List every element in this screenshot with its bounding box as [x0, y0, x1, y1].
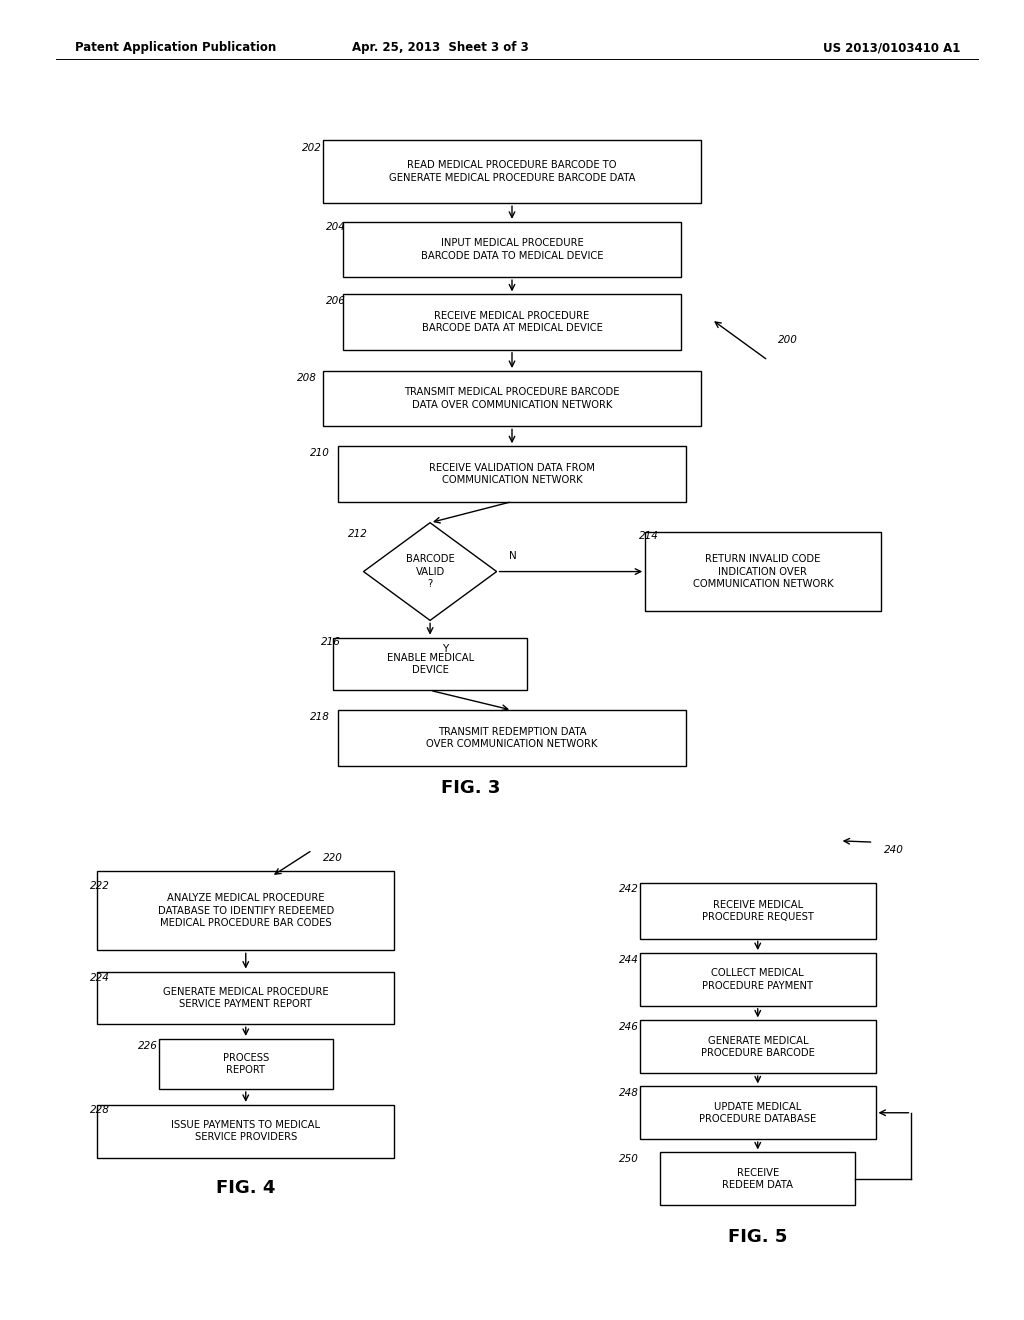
- Text: 216: 216: [321, 636, 340, 647]
- Text: 226: 226: [138, 1040, 158, 1051]
- Text: RECEIVE
REDEEM DATA: RECEIVE REDEEM DATA: [722, 1168, 794, 1189]
- Polygon shape: [364, 523, 497, 620]
- Text: COLLECT MEDICAL
PROCEDURE PAYMENT: COLLECT MEDICAL PROCEDURE PAYMENT: [702, 969, 813, 990]
- FancyBboxPatch shape: [97, 972, 394, 1024]
- Text: 244: 244: [618, 954, 638, 965]
- Text: TRANSMIT MEDICAL PROCEDURE BARCODE
DATA OVER COMMUNICATION NETWORK: TRANSMIT MEDICAL PROCEDURE BARCODE DATA …: [404, 388, 620, 409]
- FancyBboxPatch shape: [333, 638, 527, 690]
- Text: 204: 204: [326, 222, 345, 232]
- Text: 240: 240: [884, 845, 903, 855]
- FancyBboxPatch shape: [640, 1020, 876, 1073]
- FancyBboxPatch shape: [640, 883, 876, 939]
- Text: BARCODE
VALID
?: BARCODE VALID ?: [406, 554, 455, 589]
- Text: 212: 212: [348, 528, 368, 539]
- Text: ANALYZE MEDICAL PROCEDURE
DATABASE TO IDENTIFY REDEEMED
MEDICAL PROCEDURE BAR CO: ANALYZE MEDICAL PROCEDURE DATABASE TO ID…: [158, 894, 334, 928]
- Text: 206: 206: [326, 296, 345, 306]
- FancyBboxPatch shape: [323, 140, 701, 203]
- Text: 200: 200: [778, 334, 798, 345]
- FancyBboxPatch shape: [343, 222, 681, 277]
- Text: RETURN INVALID CODE
INDICATION OVER
COMMUNICATION NETWORK: RETURN INVALID CODE INDICATION OVER COMM…: [692, 554, 834, 589]
- Text: 208: 208: [297, 372, 316, 383]
- FancyBboxPatch shape: [159, 1039, 333, 1089]
- Text: 214: 214: [639, 531, 658, 541]
- Text: GENERATE MEDICAL PROCEDURE
SERVICE PAYMENT REPORT: GENERATE MEDICAL PROCEDURE SERVICE PAYME…: [163, 987, 329, 1008]
- Text: FIG. 4: FIG. 4: [216, 1179, 275, 1197]
- FancyBboxPatch shape: [97, 871, 394, 950]
- Text: N: N: [509, 550, 517, 561]
- Text: RECEIVE VALIDATION DATA FROM
COMMUNICATION NETWORK: RECEIVE VALIDATION DATA FROM COMMUNICATI…: [429, 463, 595, 484]
- Text: UPDATE MEDICAL
PROCEDURE DATABASE: UPDATE MEDICAL PROCEDURE DATABASE: [699, 1102, 816, 1123]
- FancyBboxPatch shape: [338, 710, 686, 766]
- Text: RECEIVE MEDICAL PROCEDURE
BARCODE DATA AT MEDICAL DEVICE: RECEIVE MEDICAL PROCEDURE BARCODE DATA A…: [422, 312, 602, 333]
- Text: ISSUE PAYMENTS TO MEDICAL
SERVICE PROVIDERS: ISSUE PAYMENTS TO MEDICAL SERVICE PROVID…: [171, 1121, 321, 1142]
- Text: Y: Y: [442, 644, 449, 655]
- Text: 246: 246: [618, 1022, 638, 1032]
- Text: 218: 218: [310, 711, 330, 722]
- Text: GENERATE MEDICAL
PROCEDURE BARCODE: GENERATE MEDICAL PROCEDURE BARCODE: [700, 1036, 815, 1057]
- Text: 210: 210: [310, 447, 330, 458]
- Text: 220: 220: [323, 853, 342, 863]
- Text: 222: 222: [90, 880, 110, 891]
- Text: PROCESS
REPORT: PROCESS REPORT: [222, 1053, 269, 1074]
- FancyBboxPatch shape: [323, 371, 701, 426]
- Text: 242: 242: [618, 883, 638, 894]
- Text: TRANSMIT REDEMPTION DATA
OVER COMMUNICATION NETWORK: TRANSMIT REDEMPTION DATA OVER COMMUNICAT…: [426, 727, 598, 748]
- Text: READ MEDICAL PROCEDURE BARCODE TO
GENERATE MEDICAL PROCEDURE BARCODE DATA: READ MEDICAL PROCEDURE BARCODE TO GENERA…: [389, 161, 635, 182]
- Text: ENABLE MEDICAL
DEVICE: ENABLE MEDICAL DEVICE: [386, 653, 474, 675]
- FancyBboxPatch shape: [343, 294, 681, 350]
- Text: Patent Application Publication: Patent Application Publication: [75, 41, 276, 54]
- Text: Apr. 25, 2013  Sheet 3 of 3: Apr. 25, 2013 Sheet 3 of 3: [352, 41, 528, 54]
- FancyBboxPatch shape: [660, 1152, 855, 1205]
- Text: 224: 224: [90, 973, 110, 983]
- Text: FIG. 3: FIG. 3: [441, 779, 501, 797]
- FancyBboxPatch shape: [640, 953, 876, 1006]
- Text: 202: 202: [302, 143, 322, 153]
- Text: INPUT MEDICAL PROCEDURE
BARCODE DATA TO MEDICAL DEVICE: INPUT MEDICAL PROCEDURE BARCODE DATA TO …: [421, 239, 603, 260]
- Text: US 2013/0103410 A1: US 2013/0103410 A1: [823, 41, 961, 54]
- Text: 250: 250: [618, 1154, 638, 1164]
- FancyBboxPatch shape: [338, 446, 686, 502]
- Text: RECEIVE MEDICAL
PROCEDURE REQUEST: RECEIVE MEDICAL PROCEDURE REQUEST: [701, 900, 814, 921]
- FancyBboxPatch shape: [97, 1105, 394, 1158]
- Text: FIG. 5: FIG. 5: [728, 1228, 787, 1246]
- Text: 248: 248: [618, 1088, 638, 1098]
- FancyBboxPatch shape: [640, 1086, 876, 1139]
- FancyBboxPatch shape: [645, 532, 881, 611]
- Text: 228: 228: [90, 1105, 110, 1115]
